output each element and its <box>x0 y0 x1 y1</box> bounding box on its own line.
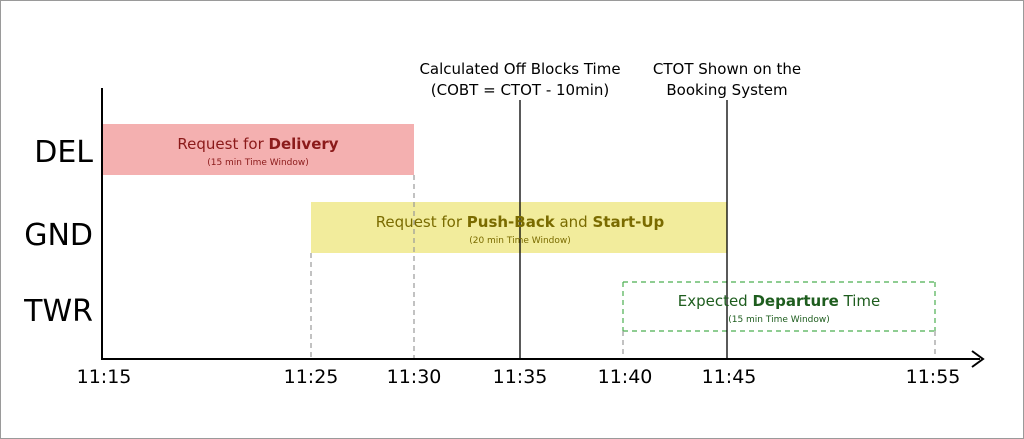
pushback-prefix: Request for <box>376 213 467 231</box>
delivery-bar-sub: (15 min Time Window) <box>207 158 309 168</box>
delivery-bar <box>103 124 414 175</box>
delivery-bold: Delivery <box>269 135 339 153</box>
row-label-gnd: GND <box>24 218 93 253</box>
tick-label: 11:30 <box>387 366 442 388</box>
pushback-bar-title: Request for Push-Back and Start-Up <box>376 213 665 231</box>
ctot-annotation-line1: CTOT Shown on the <box>653 60 801 78</box>
departure-bold: Departure <box>752 292 838 310</box>
tick-label: 11:35 <box>493 366 548 388</box>
departure-prefix: Expected <box>678 292 753 310</box>
cobt-annotation-line1: Calculated Off Blocks Time <box>419 60 620 78</box>
pushback-bar <box>311 202 727 253</box>
x-axis-arrow <box>971 350 985 368</box>
departure-box-title: Expected Departure Time <box>678 292 881 310</box>
row-label-del: DEL <box>34 135 93 170</box>
tick-label: 11:45 <box>702 366 757 388</box>
departure-suffix: Time <box>839 292 880 310</box>
departure-box-sub: (15 min Time Window) <box>728 315 830 325</box>
row-label-twr: TWR <box>23 294 93 329</box>
delivery-prefix: Request for <box>177 135 268 153</box>
ctot-annotation-line2: Booking System <box>666 81 787 99</box>
pushback-bar-sub: (20 min Time Window) <box>469 236 571 246</box>
pushback-bold2: Start-Up <box>592 213 664 231</box>
tick-label: 11:40 <box>598 366 653 388</box>
tick-label: 11:55 <box>906 366 961 388</box>
pushback-bold1: Push-Back <box>467 213 556 231</box>
tick-label: 11:25 <box>284 366 339 388</box>
tick-label: 11:15 <box>77 366 132 388</box>
pushback-mid: and <box>555 213 593 231</box>
cobt-annotation-line2: (COBT = CTOT - 10min) <box>431 81 609 99</box>
delivery-bar-title: Request for Delivery <box>177 135 338 153</box>
